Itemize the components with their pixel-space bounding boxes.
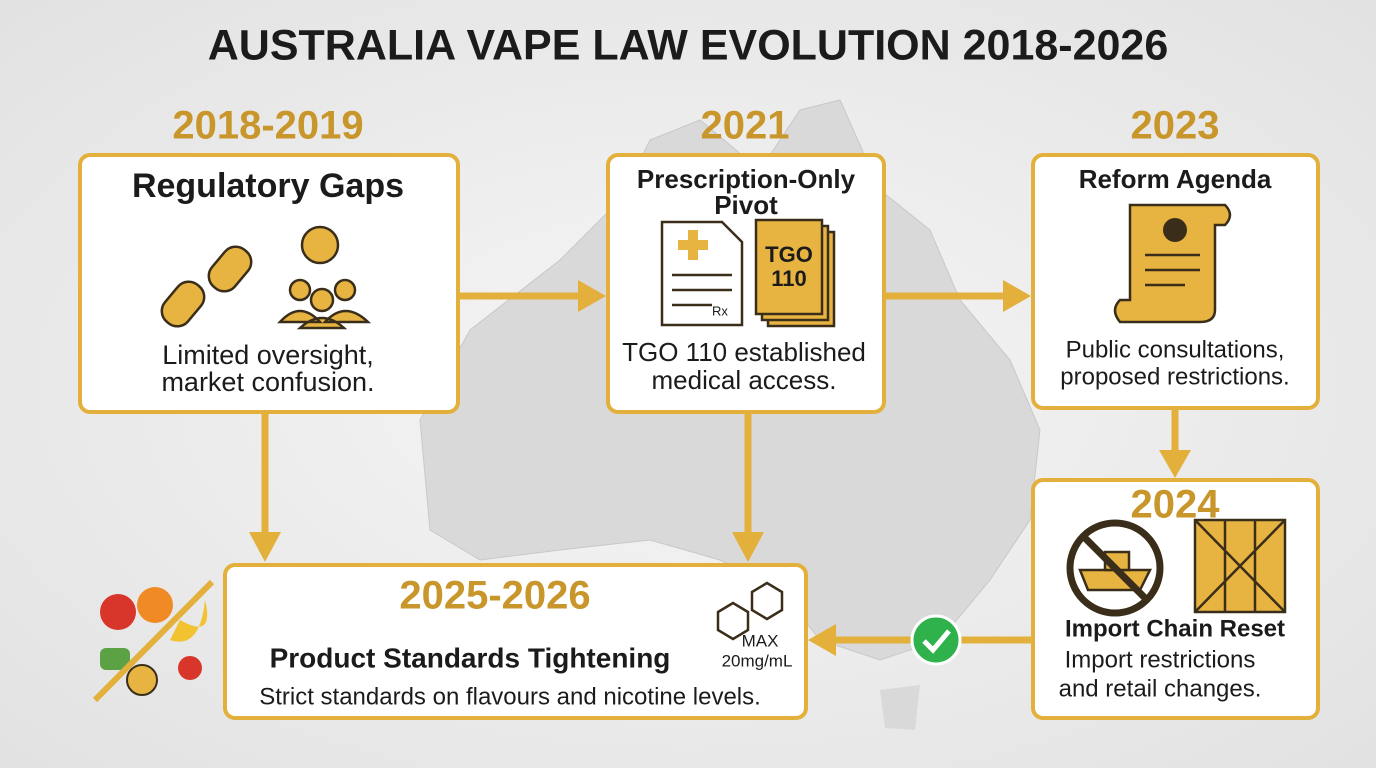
stage-heading: Regulatory Gaps bbox=[132, 167, 404, 205]
person-head bbox=[333, 278, 357, 302]
tgo-doc bbox=[754, 218, 824, 316]
arrow-head bbox=[1003, 280, 1031, 312]
icon-label: 20mg/mL bbox=[722, 651, 793, 670]
scroll-icon bbox=[1113, 203, 1232, 324]
person-body bbox=[277, 309, 372, 330]
speech-bubble bbox=[300, 225, 340, 265]
arrow-head bbox=[732, 532, 764, 562]
confused-people-icon bbox=[277, 225, 372, 330]
stage-year: 2024 bbox=[1131, 483, 1221, 527]
stage-heading: Import Chain Reset bbox=[1065, 615, 1285, 642]
no-flavours-icon bbox=[92, 579, 215, 703]
stage-description: TGO 110 established bbox=[622, 337, 866, 367]
chain-link bbox=[207, 245, 253, 293]
stage-description: Strict standards on flavours and nicotin… bbox=[259, 683, 761, 710]
stage-description: Import restrictions bbox=[1065, 646, 1256, 673]
person-head bbox=[288, 278, 312, 302]
stage-heading: Product Standards Tightening bbox=[270, 642, 671, 673]
prescription-icon bbox=[660, 218, 836, 328]
icon-label: TGO bbox=[765, 242, 813, 267]
stage-description: proposed restrictions. bbox=[1060, 363, 1289, 390]
banana bbox=[170, 600, 208, 642]
stage-description: market confusion. bbox=[161, 367, 374, 397]
scroll-lines bbox=[1145, 253, 1200, 287]
arrow-head bbox=[249, 532, 281, 562]
no-import-icon bbox=[1066, 518, 1287, 617]
tasmania bbox=[880, 685, 920, 730]
stage-heading: Prescription-Only bbox=[637, 164, 856, 194]
stage-year: 2018-2019 bbox=[172, 104, 363, 148]
stage-description: Limited oversight, bbox=[162, 340, 374, 370]
arrows bbox=[249, 280, 1191, 666]
chain-link bbox=[160, 280, 206, 328]
icon-label: 110 bbox=[771, 266, 807, 291]
nicotine-molecule-icon bbox=[716, 581, 784, 641]
strike bbox=[92, 579, 215, 703]
vegetable bbox=[100, 648, 130, 670]
piperidine-ring bbox=[750, 581, 784, 621]
arrow-head bbox=[1159, 450, 1191, 478]
texts: AUSTRALIA VAPE LAW EVOLUTION 2018-2026 20… bbox=[132, 21, 1290, 710]
scroll bbox=[1113, 203, 1232, 324]
icon-label: Rx bbox=[712, 303, 728, 318]
ship bbox=[1078, 568, 1153, 592]
check-icon bbox=[910, 614, 962, 666]
document bbox=[660, 220, 744, 327]
person-head bbox=[309, 287, 335, 313]
apple bbox=[100, 594, 136, 630]
icon-label: MAX bbox=[742, 631, 779, 650]
pastry bbox=[126, 664, 158, 696]
benzene-ring bbox=[716, 601, 750, 641]
stage-description: medical access. bbox=[652, 365, 837, 395]
crate-planks bbox=[1194, 519, 1286, 613]
orange bbox=[137, 587, 173, 623]
stage-box bbox=[223, 563, 808, 720]
stage-year: 2025-2026 bbox=[399, 574, 590, 618]
stage-description: and retail changes. bbox=[1059, 675, 1262, 702]
crest bbox=[1163, 218, 1187, 242]
broken-chain-icon bbox=[160, 245, 253, 328]
stage-year: 2023 bbox=[1131, 104, 1220, 148]
candy bbox=[178, 656, 202, 680]
stage-description: Public consultations, bbox=[1066, 336, 1285, 363]
prohibited-slash bbox=[1080, 533, 1150, 603]
arrow-head bbox=[808, 624, 836, 656]
cross bbox=[678, 230, 708, 260]
check-mark bbox=[922, 629, 951, 654]
prohibited-ring bbox=[1066, 519, 1164, 617]
stage-year: 2021 bbox=[701, 104, 790, 148]
arrow-head bbox=[578, 280, 606, 312]
stage-heading: Pivot bbox=[714, 190, 778, 220]
stage-box bbox=[78, 153, 460, 414]
title: AUSTRALIA VAPE LAW EVOLUTION 2018-2026 bbox=[208, 21, 1169, 69]
stage-heading: Reform Agenda bbox=[1079, 164, 1272, 194]
document-lines bbox=[672, 273, 732, 307]
